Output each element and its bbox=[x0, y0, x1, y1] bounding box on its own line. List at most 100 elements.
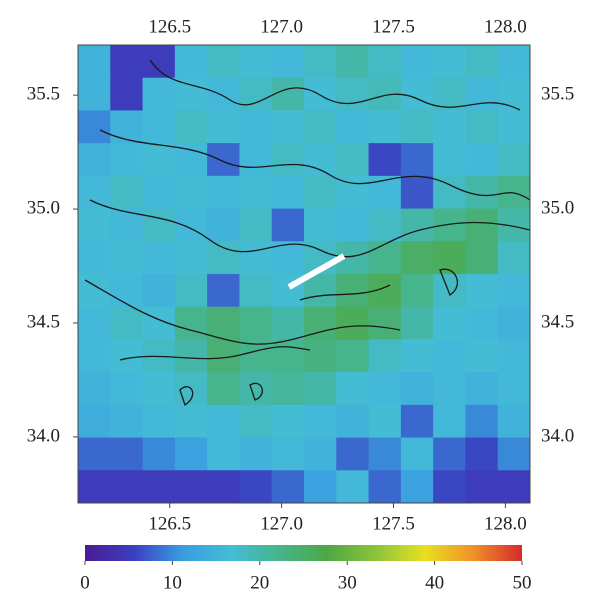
transect-line bbox=[287, 253, 346, 290]
cell bbox=[465, 306, 499, 340]
cell bbox=[174, 110, 208, 144]
cell bbox=[433, 404, 466, 439]
cell bbox=[207, 208, 240, 242]
cell bbox=[465, 208, 499, 242]
cell bbox=[239, 437, 273, 471]
cell bbox=[336, 404, 370, 439]
cell bbox=[400, 437, 434, 471]
cell bbox=[336, 437, 370, 471]
cell bbox=[465, 110, 499, 144]
cell bbox=[78, 339, 111, 373]
colorbar-tick-label: 40 bbox=[425, 572, 444, 593]
cell bbox=[304, 437, 337, 471]
cell bbox=[271, 372, 305, 406]
cell bbox=[142, 372, 176, 406]
cell bbox=[368, 241, 402, 275]
cell bbox=[142, 470, 176, 503]
cell bbox=[465, 372, 499, 406]
cell bbox=[497, 470, 530, 503]
x-tick-label-top: 126.5 bbox=[148, 16, 191, 37]
cell bbox=[207, 175, 240, 210]
cell bbox=[433, 241, 466, 275]
cell bbox=[400, 339, 434, 373]
cell bbox=[400, 208, 434, 242]
cell bbox=[433, 306, 466, 340]
cell bbox=[368, 175, 402, 210]
cell bbox=[368, 143, 402, 177]
cell bbox=[271, 437, 305, 471]
cell bbox=[465, 339, 499, 373]
cell bbox=[400, 77, 434, 111]
cell bbox=[400, 306, 434, 340]
x-tick-label-bottom: 128.0 bbox=[484, 513, 527, 534]
y-tick-label-right: 34.5 bbox=[541, 311, 574, 332]
cell bbox=[174, 306, 208, 340]
cell bbox=[368, 437, 402, 471]
cell bbox=[142, 77, 176, 111]
cell bbox=[78, 175, 111, 210]
cell bbox=[78, 437, 111, 471]
cell bbox=[368, 208, 402, 242]
cell bbox=[207, 404, 240, 439]
cell bbox=[271, 306, 305, 340]
cell bbox=[271, 143, 305, 177]
cell bbox=[142, 143, 176, 177]
cell bbox=[400, 470, 434, 503]
cell bbox=[497, 372, 530, 406]
cell bbox=[304, 143, 337, 177]
cell bbox=[433, 339, 466, 373]
cell bbox=[497, 306, 530, 340]
colorbar bbox=[85, 545, 522, 561]
cell bbox=[433, 77, 466, 111]
cell bbox=[433, 45, 466, 79]
cell bbox=[497, 45, 530, 79]
y-tick-label-left: 34.5 bbox=[27, 311, 60, 332]
cell bbox=[304, 470, 337, 503]
colorbar-tick-label: 20 bbox=[250, 572, 269, 593]
cell bbox=[465, 470, 499, 503]
cell bbox=[304, 110, 337, 144]
colorbar-tick-label: 0 bbox=[80, 572, 90, 593]
cell bbox=[78, 110, 111, 144]
cell bbox=[465, 274, 499, 308]
cell bbox=[239, 306, 273, 340]
cell bbox=[433, 208, 466, 242]
cell bbox=[336, 470, 370, 503]
cell bbox=[110, 175, 144, 210]
cell bbox=[400, 274, 434, 308]
cell bbox=[497, 77, 530, 111]
cell bbox=[239, 143, 273, 177]
cell bbox=[239, 110, 273, 144]
cell bbox=[336, 306, 370, 340]
cell bbox=[433, 110, 466, 144]
cell bbox=[78, 404, 111, 439]
cell bbox=[110, 404, 144, 439]
cell bbox=[110, 143, 144, 177]
cell bbox=[271, 45, 305, 79]
cell bbox=[368, 404, 402, 439]
x-tick-label-bottom: 127.0 bbox=[260, 513, 303, 534]
cell bbox=[465, 437, 499, 471]
cell bbox=[110, 437, 144, 471]
cell bbox=[497, 143, 530, 177]
y-tick-label-right: 35.5 bbox=[541, 83, 574, 104]
cell bbox=[368, 339, 402, 373]
coastlines bbox=[84, 59, 530, 407]
cell bbox=[207, 241, 240, 275]
cell bbox=[110, 110, 144, 144]
cell bbox=[465, 241, 499, 275]
cell bbox=[465, 175, 499, 210]
cell bbox=[78, 470, 111, 503]
x-tick-label-top: 128.0 bbox=[484, 16, 527, 37]
cell bbox=[174, 175, 208, 210]
cell bbox=[78, 45, 111, 79]
cell bbox=[336, 175, 370, 210]
cell bbox=[271, 77, 305, 111]
cell bbox=[271, 339, 305, 373]
colorbar-tick-label: 30 bbox=[338, 572, 357, 593]
cell bbox=[433, 274, 466, 308]
boundary bbox=[89, 199, 530, 258]
cell bbox=[78, 77, 111, 111]
cell bbox=[207, 437, 240, 471]
